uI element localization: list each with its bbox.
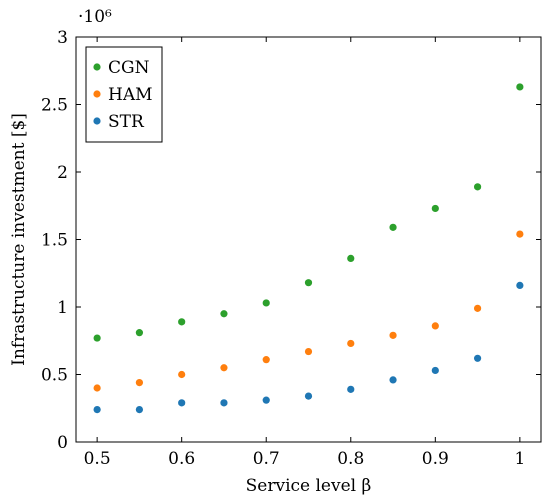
data-point-cgn [516, 83, 524, 91]
x-tick-label: 0.5 [84, 449, 111, 469]
data-point-str [262, 396, 270, 404]
data-point-cgn [178, 318, 186, 326]
legend-label-cgn: CGN [108, 58, 150, 78]
data-points [93, 83, 524, 414]
legend-label-str: STR [108, 112, 145, 132]
data-point-str [347, 385, 355, 393]
data-point-ham [516, 230, 524, 238]
ticks: 0.5 0.6 0.7 0.8 0.9 1 0 0.5 1 1.5 2 2.5 3 [41, 28, 541, 469]
data-point-str [304, 392, 313, 400]
legend-marker-str [93, 117, 101, 125]
y-tick-label: 2 [57, 163, 68, 183]
data-point-ham [135, 379, 144, 387]
data-point-str [431, 366, 439, 375]
data-point-cgn [431, 204, 439, 213]
y-tick-label: 0.5 [41, 366, 68, 386]
data-point-cgn [304, 279, 313, 287]
data-point-str [93, 406, 101, 414]
data-point-ham [220, 364, 228, 372]
data-point-str [135, 406, 144, 414]
data-point-ham [178, 370, 186, 379]
y-tick-label: 1 [57, 298, 68, 318]
y-tick-label: 2.5 [41, 96, 68, 116]
data-point-cgn [262, 299, 270, 307]
data-point-cgn [135, 329, 144, 337]
legend: CGN HAM STR [85, 46, 163, 143]
x-tick-label: 0.8 [337, 449, 364, 469]
legend-label-ham: HAM [108, 85, 153, 105]
data-point-ham [304, 347, 313, 356]
legend-marker-cgn [93, 63, 101, 71]
y-tick-label: 1.5 [41, 231, 68, 251]
data-point-ham [262, 356, 270, 364]
data-point-ham [93, 384, 101, 392]
data-point-str [516, 281, 524, 289]
data-point-str [473, 354, 482, 362]
data-point-cgn [93, 334, 101, 342]
x-tick-label: 0.9 [422, 449, 449, 469]
y-axis-label: Infrastructure investment [$] [9, 113, 29, 366]
data-point-ham [347, 339, 355, 348]
data-point-ham [389, 331, 397, 339]
data-point-cgn [347, 254, 355, 262]
x-tick-label: 0.6 [168, 449, 195, 469]
x-axis-label: Service level β [246, 476, 372, 496]
y-tick-label: 3 [57, 28, 68, 48]
data-point-cgn [220, 310, 228, 318]
data-point-str [178, 399, 186, 407]
data-point-str [220, 399, 228, 407]
y-tick-label: 0 [57, 433, 68, 453]
x-tick-label: 1 [514, 449, 525, 469]
x-tick-label: 0.7 [253, 449, 280, 469]
data-point-ham [431, 322, 439, 330]
data-point-str [389, 376, 397, 384]
data-point-cgn [389, 223, 397, 231]
data-point-ham [473, 304, 482, 312]
y-scale-exponent: ·10⁶ [78, 7, 112, 27]
legend-marker-ham [93, 90, 101, 98]
data-point-cgn [473, 183, 482, 191]
